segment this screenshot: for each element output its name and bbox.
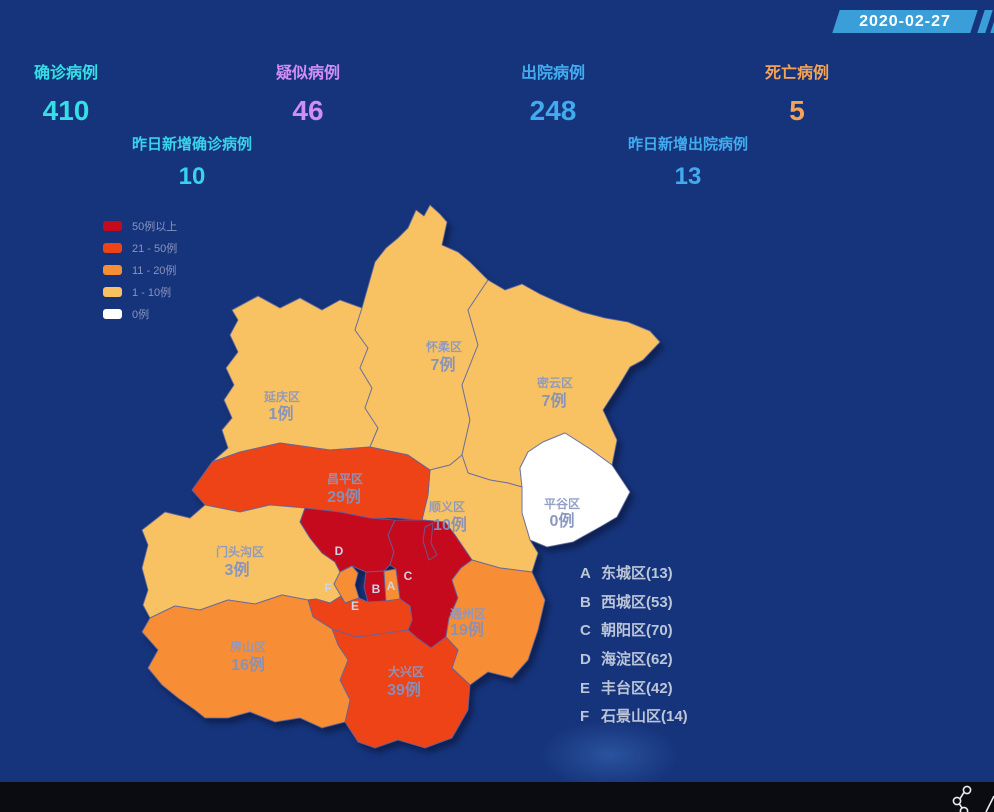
stat-new-discharged-value: 13 (674, 163, 702, 190)
map-legend: 50例以上 21 - 50例 11 - 20例 1 - 10例 0例 (103, 215, 177, 325)
district-cases-miyun: 7例 (542, 391, 567, 410)
date-badge: 2020-02-27 (832, 10, 978, 33)
district-label-pinggu: 平谷区 (544, 496, 580, 511)
legend-label: 11 - 20例 (132, 265, 177, 277)
stat-discharged-label: 出院病例 (520, 65, 586, 82)
legend-swatch-orange (103, 265, 122, 275)
pencil-line-icon (985, 795, 994, 812)
letter-marker-xicheng: B (372, 582, 381, 596)
district-pinggu[interactable] (519, 432, 631, 548)
legend-row: 0例 (103, 303, 177, 325)
district-label-yanqing: 延庆区 (263, 389, 300, 404)
stat-new-discharged: 昨日新增出院病例 13 (628, 133, 748, 191)
district-cases-pinggu: 0例 (550, 511, 575, 530)
district-fangshan[interactable] (141, 594, 351, 729)
list-item: D 海淀区(62) (580, 651, 673, 669)
letter-marker-fengtai: E (351, 599, 359, 613)
central-districts-list: A 东城区(13) B 西城区(53) C 朝阳区(70) D 海淀区(62) E 丰台区… (580, 560, 688, 732)
stat-deaths-label: 死亡病例 (764, 65, 830, 82)
stat-confirmed-label: 确诊病例 (33, 65, 99, 82)
district-label-huairou: 怀柔区 (426, 339, 462, 354)
legend-label: 0例 (132, 309, 150, 321)
list-item: F 石景山区(14) (580, 708, 688, 726)
legend-row: 1 - 10例 (103, 281, 177, 303)
legend-swatch-light-orange (103, 287, 122, 297)
stat-new-discharged-label: 昨日新增出院病例 (627, 136, 749, 153)
letter-marker-dongcheng: A (387, 579, 396, 593)
stat-deaths-value: 5 (789, 95, 805, 126)
legend-label: 1 - 10例 (132, 287, 172, 299)
bottom-toolbar (0, 782, 994, 812)
stat-confirmed: 确诊病例 410 (34, 59, 98, 127)
stat-discharged: 出院病例 248 (521, 59, 585, 127)
date-label: 2020-02-27 (859, 13, 951, 30)
district-labels: 延庆区 1例 怀柔区 7例 密云区 7例 昌平区 29例 顺义区 10例 平谷区… (216, 339, 580, 699)
district-cases-yanqing: 1例 (269, 404, 294, 423)
legend-row: 50例以上 (103, 215, 177, 237)
stat-new-confirmed-label: 昨日新增确诊病例 (131, 136, 253, 153)
district-label-fangshan: 房山区 (230, 639, 266, 654)
stat-suspected-value: 46 (292, 95, 324, 126)
district-chaoyang-exclave[interactable] (422, 522, 438, 561)
list-item: E 丰台区(42) (580, 679, 673, 697)
district-label-miyun: 密云区 (537, 375, 573, 390)
district-letter-markers: D C B A E F (324, 544, 412, 613)
district-label-changping: 昌平区 (327, 472, 363, 486)
stat-new-confirmed-value: 10 (178, 163, 206, 190)
district-cases-fangshan: 16例 (231, 655, 265, 674)
district-cases-daxing: 39例 (387, 680, 421, 699)
district-cases-tongzhou: 19例 (450, 620, 484, 639)
stat-discharged-value: 248 (529, 95, 577, 126)
letter-marker-chaoyang: C (404, 569, 413, 583)
district-cases-shunyi: 10例 (433, 515, 467, 534)
district-label-mentougou: 门头沟区 (216, 544, 264, 559)
district-label-shunyi: 顺义区 (429, 499, 465, 514)
legend-swatch-red (103, 221, 122, 231)
stat-suspected-label: 疑似病例 (275, 65, 341, 82)
stat-deaths: 死亡病例 5 (765, 59, 829, 127)
legend-swatch-white (103, 309, 122, 319)
district-label-daxing: 大兴区 (388, 664, 424, 679)
legend-row: 11 - 20例 (103, 259, 177, 281)
letter-marker-haidian: D (335, 544, 344, 558)
list-item: A 东城区(13) (580, 565, 673, 582)
legend-row: 21 - 50例 (103, 237, 177, 259)
stat-suspected: 疑似病例 46 (276, 59, 340, 127)
district-yanqing[interactable] (211, 295, 379, 463)
district-cases-huairou: 7例 (431, 355, 456, 374)
letter-marker-shijingshan: F (324, 581, 331, 595)
district-cases-changping: 29例 (327, 487, 361, 506)
district-label-tongzhou: 通州区 (450, 606, 486, 621)
district-cases-mentougou: 3例 (225, 560, 250, 579)
list-item: B 西城区(53) (580, 593, 673, 611)
stat-new-confirmed: 昨日新增确诊病例 10 (132, 133, 252, 191)
share-nodes-icon[interactable] (934, 782, 994, 812)
list-item: C 朝阳区(70) (580, 622, 673, 640)
legend-label: 50例以上 (132, 221, 178, 233)
legend-swatch-orange-red (103, 243, 122, 253)
legend-label: 21 - 50例 (132, 243, 178, 255)
stat-confirmed-value: 410 (42, 95, 90, 126)
